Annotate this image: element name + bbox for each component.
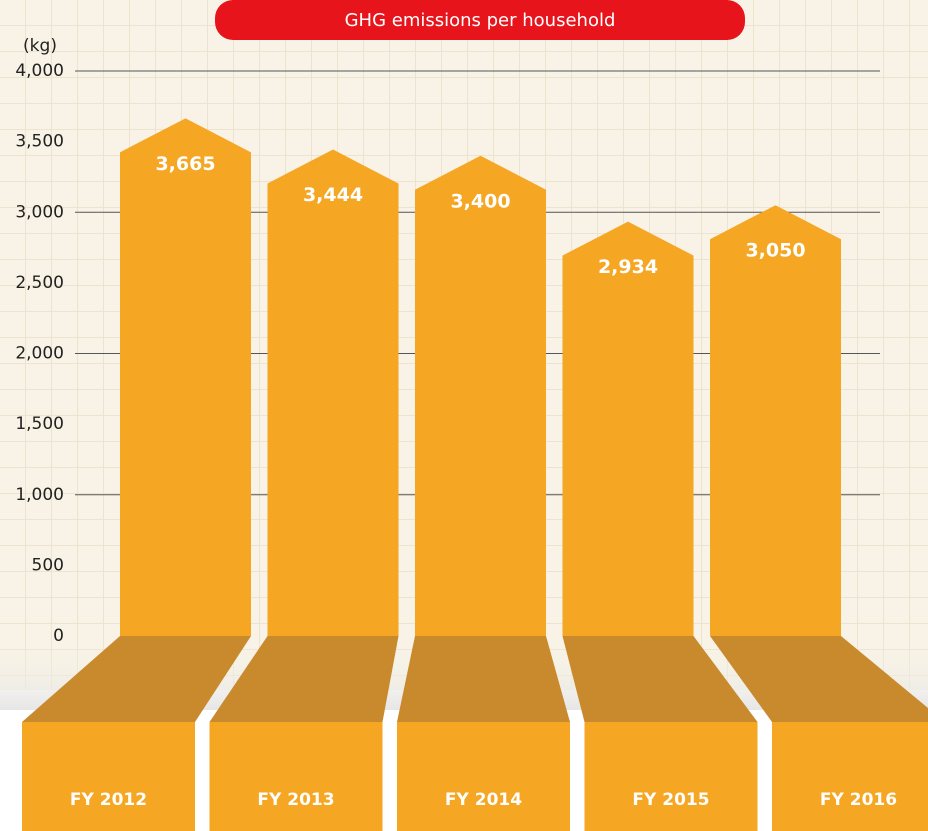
x-tick-label: FY 2013 xyxy=(257,790,334,810)
x-tick-label: FY 2016 xyxy=(820,790,897,810)
bar-base xyxy=(209,636,399,722)
y-tick-label: 1,500 xyxy=(15,414,64,434)
value-label: 3,400 xyxy=(450,190,510,212)
category-plate xyxy=(397,722,570,831)
y-tick-label: 1,000 xyxy=(15,485,64,505)
chart-title: GHG emissions per household xyxy=(345,10,616,31)
bar-base xyxy=(562,636,758,722)
value-label: 2,934 xyxy=(598,256,658,278)
bar xyxy=(562,221,694,636)
y-unit: (kg) xyxy=(23,36,57,56)
y-tick-label: 4,000 xyxy=(15,61,64,81)
y-tick-label: 0 xyxy=(53,626,64,646)
bar-base xyxy=(397,636,570,722)
x-tick-label: FY 2014 xyxy=(445,790,522,810)
bar xyxy=(267,149,399,636)
category-plate xyxy=(584,722,758,831)
bar xyxy=(710,205,841,636)
category-plate xyxy=(22,722,195,831)
bar-base xyxy=(710,636,928,722)
y-tick-label: 500 xyxy=(32,555,64,575)
category-plate xyxy=(209,722,383,831)
y-tick-label: 2,500 xyxy=(15,273,64,293)
bar xyxy=(415,155,546,636)
value-label: 3,050 xyxy=(745,240,805,262)
bar-base xyxy=(22,636,251,722)
y-tick-label: 2,000 xyxy=(15,344,64,364)
title-pill xyxy=(215,0,745,40)
bar xyxy=(120,118,251,637)
value-label: 3,444 xyxy=(303,184,363,206)
x-tick-label: FY 2015 xyxy=(632,790,709,810)
y-tick-label: 3,000 xyxy=(15,202,64,222)
category-plate xyxy=(772,722,928,831)
y-tick-label: 3,500 xyxy=(15,132,64,152)
value-label: 3,665 xyxy=(155,153,215,175)
x-tick-label: FY 2012 xyxy=(70,790,147,810)
